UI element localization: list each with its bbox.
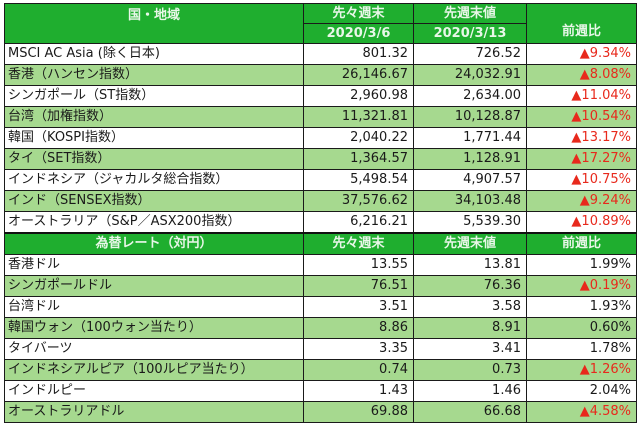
index-row: 韓国（KOSPI指数） 2,040.22 1,771.44 ▲13.17% bbox=[4, 127, 637, 149]
fx-row: 韓国ウォン（100ウォン当たり） 8.86 8.91 0.60% bbox=[4, 317, 637, 339]
row-prev1-value: 726.52 bbox=[413, 43, 527, 65]
row-change-value: ▲10.75% bbox=[526, 169, 637, 191]
header-prev2-label: 先々週末 bbox=[303, 3, 414, 24]
fx-row: インドネシアルピア（100ルピア当たり） 0.74 0.73 ▲1.26% bbox=[4, 359, 637, 381]
fx-row: シンガポールドル 76.51 76.36 ▲0.19% bbox=[4, 275, 637, 297]
row-prev2-value: 76.51 bbox=[303, 275, 414, 297]
fx-row: オーストラリアドル 69.88 66.68 ▲4.58% bbox=[4, 401, 637, 423]
row-prev1-value: 3.58 bbox=[413, 296, 527, 318]
index-row: 香港（ハンセン指数） 26,146.67 24,032.91 ▲8.08% bbox=[4, 64, 637, 86]
index-row: インド（SENSEX指数） 37,576.62 34,103.48 ▲9.24% bbox=[4, 190, 637, 212]
row-prev2-value: 11,321.81 bbox=[303, 106, 414, 128]
row-prev2-value: 37,576.62 bbox=[303, 190, 414, 212]
fx-section: 香港ドル 13.55 13.81 1.99% シンガポールドル 76.51 76.36 ▲0.… bbox=[4, 254, 637, 423]
index-row: インドネシア（ジャカルタ総合指数） 5,498.54 4,907.57 ▲10.75% bbox=[4, 169, 637, 191]
row-change-value: ▲0.19% bbox=[526, 275, 637, 297]
row-prev1-value: 1,771.44 bbox=[413, 127, 527, 149]
row-name: タイバーツ bbox=[4, 338, 304, 360]
row-name: オーストラリアドル bbox=[4, 401, 304, 423]
fx-header-prev1: 先週末値 bbox=[413, 232, 527, 255]
index-row: シンガポール（ST指数） 2,960.98 2,634.00 ▲11.04% bbox=[4, 85, 637, 107]
row-prev2-value: 3.35 bbox=[303, 338, 414, 360]
row-change-value: ▲1.26% bbox=[526, 359, 637, 381]
row-prev2-value: 1,364.57 bbox=[303, 148, 414, 170]
row-name: インドネシアルピア（100ルピア当たり） bbox=[4, 359, 304, 381]
fx-header-section: 為替レート（対円） 先々週末 先週末値 前週比 bbox=[4, 232, 637, 255]
row-name: 香港（ハンセン指数） bbox=[4, 64, 304, 86]
fx-row: 香港ドル 13.55 13.81 1.99% bbox=[4, 254, 637, 276]
row-prev2-value: 6,216.21 bbox=[303, 211, 414, 234]
header-region: 国・地域 bbox=[4, 3, 304, 44]
row-change-value: ▲11.04% bbox=[526, 85, 637, 107]
index-row: 台湾（加権指数） 11,321.81 10,128.87 ▲10.54% bbox=[4, 106, 637, 128]
row-change-value: ▲13.17% bbox=[526, 127, 637, 149]
row-prev2-value: 26,146.67 bbox=[303, 64, 414, 86]
row-name: 台湾（加権指数） bbox=[4, 106, 304, 128]
row-change-value: 1.99% bbox=[526, 254, 637, 276]
row-prev1-value: 10,128.87 bbox=[413, 106, 527, 128]
fx-header-label: 為替レート（対円） bbox=[4, 232, 304, 255]
index-row: MSCI AC Asia (除く日本) 801.32 726.52 ▲9.34% bbox=[4, 43, 637, 65]
header-prev1-label: 先週末値 bbox=[413, 3, 527, 24]
row-change-value: ▲10.54% bbox=[526, 106, 637, 128]
row-prev2-value: 69.88 bbox=[303, 401, 414, 423]
row-change-value: ▲8.08% bbox=[526, 64, 637, 86]
row-name: インド（SENSEX指数） bbox=[4, 190, 304, 212]
row-name: MSCI AC Asia (除く日本) bbox=[4, 43, 304, 65]
row-prev1-value: 13.81 bbox=[413, 254, 527, 276]
header-prev1-date: 2020/3/13 bbox=[413, 23, 527, 44]
row-change-value: ▲4.58% bbox=[526, 401, 637, 423]
row-prev1-value: 1,128.91 bbox=[413, 148, 527, 170]
row-prev2-value: 2,040.22 bbox=[303, 127, 414, 149]
row-prev2-value: 801.32 bbox=[303, 43, 414, 65]
row-change-value: ▲9.34% bbox=[526, 43, 637, 65]
row-prev1-value: 76.36 bbox=[413, 275, 527, 297]
index-row: タイ（SET指数） 1,364.57 1,128.91 ▲17.27% bbox=[4, 148, 637, 170]
row-change-value: 1.78% bbox=[526, 338, 637, 360]
row-prev1-value: 1.46 bbox=[413, 380, 527, 402]
row-prev2-value: 13.55 bbox=[303, 254, 414, 276]
row-change-value: 0.60% bbox=[526, 317, 637, 339]
row-change-value: ▲10.89% bbox=[526, 211, 637, 234]
fx-row: 台湾ドル 3.51 3.58 1.93% bbox=[4, 296, 637, 318]
row-prev2-value: 1.43 bbox=[303, 380, 414, 402]
row-prev2-value: 8.86 bbox=[303, 317, 414, 339]
header-prev2-date: 2020/3/6 bbox=[303, 23, 414, 44]
fx-row: タイバーツ 3.35 3.41 1.78% bbox=[4, 338, 637, 360]
row-change-value: ▲17.27% bbox=[526, 148, 637, 170]
row-name: 台湾ドル bbox=[4, 296, 304, 318]
row-prev2-value: 5,498.54 bbox=[303, 169, 414, 191]
row-name: 韓国ウォン（100ウォン当たり） bbox=[4, 317, 304, 339]
row-name: シンガポール（ST指数） bbox=[4, 85, 304, 107]
row-prev1-value: 2,634.00 bbox=[413, 85, 527, 107]
fx-header-prev2: 先々週末 bbox=[303, 232, 414, 255]
row-prev1-value: 0.73 bbox=[413, 359, 527, 381]
market-summary-table: 国・地域 先々週末 先週末値 前週比 2020/3/6 2020/3/13 MS… bbox=[4, 3, 637, 423]
row-name: 韓国（KOSPI指数） bbox=[4, 127, 304, 149]
row-name: インドルピー bbox=[4, 380, 304, 402]
indices-section: MSCI AC Asia (除く日本) 801.32 726.52 ▲9.34% 香港（… bbox=[4, 43, 637, 234]
index-row: オーストラリア（S&P／ASX200指数） 6,216.21 5,539.30 ▲10… bbox=[4, 211, 637, 234]
row-name: 香港ドル bbox=[4, 254, 304, 276]
row-prev1-value: 66.68 bbox=[413, 401, 527, 423]
row-change-value: ▲9.24% bbox=[526, 190, 637, 212]
fx-header-change: 前週比 bbox=[526, 232, 637, 255]
row-prev2-value: 3.51 bbox=[303, 296, 414, 318]
row-name: オーストラリア（S&P／ASX200指数） bbox=[4, 211, 304, 234]
row-prev2-value: 0.74 bbox=[303, 359, 414, 381]
row-prev1-value: 34,103.48 bbox=[413, 190, 527, 212]
row-prev1-value: 3.41 bbox=[413, 338, 527, 360]
row-name: タイ（SET指数） bbox=[4, 148, 304, 170]
row-name: インドネシア（ジャカルタ総合指数） bbox=[4, 169, 304, 191]
fx-row: インドルピー 1.43 1.46 2.04% bbox=[4, 380, 637, 402]
row-change-value: 1.93% bbox=[526, 296, 637, 318]
row-prev1-value: 5,539.30 bbox=[413, 211, 527, 234]
row-prev2-value: 2,960.98 bbox=[303, 85, 414, 107]
row-prev1-value: 8.91 bbox=[413, 317, 527, 339]
row-change-value: 2.04% bbox=[526, 380, 637, 402]
row-name: シンガポールドル bbox=[4, 275, 304, 297]
header-change: 前週比 bbox=[526, 3, 637, 44]
row-prev1-value: 4,907.57 bbox=[413, 169, 527, 191]
row-prev1-value: 24,032.91 bbox=[413, 64, 527, 86]
